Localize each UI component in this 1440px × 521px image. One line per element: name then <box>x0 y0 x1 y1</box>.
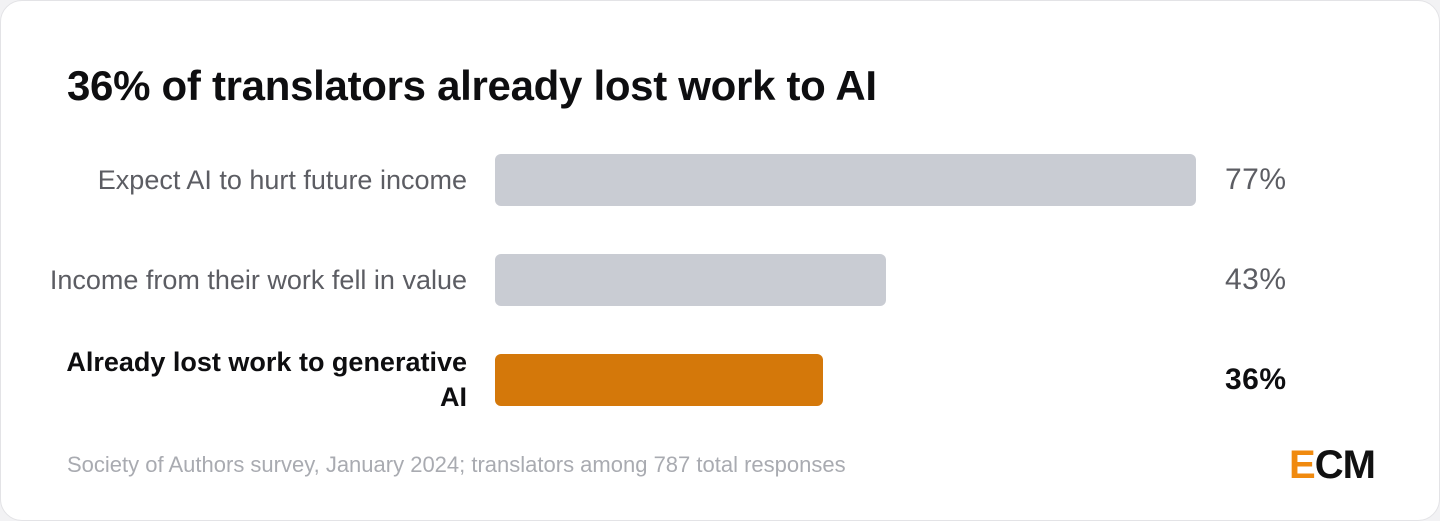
bar-row: Already lost work to generative AI 36% <box>1 342 1439 418</box>
logo-rest: CM <box>1314 443 1376 487</box>
logo-accent-letter: E <box>1289 443 1316 487</box>
bar-value-label: 77% <box>1225 163 1287 196</box>
bar-row: Expect AI to hurt future income 77% <box>1 142 1439 218</box>
bar-category-label: Expect AI to hurt future income <box>97 164 467 195</box>
bar-track <box>495 254 1405 306</box>
bar-value-label: 43% <box>1225 263 1287 296</box>
bar <box>495 354 823 406</box>
source-note: Society of Authors survey, January 2024;… <box>67 452 846 477</box>
chart-title: 36% of translators already lost work to … <box>67 62 877 109</box>
ecm-logo: ECM <box>1289 443 1376 487</box>
bar-row: Income from their work fell in value 43% <box>1 242 1439 318</box>
bar-value-label: 36% <box>1225 363 1287 396</box>
bar-track <box>495 354 1405 406</box>
bar-category-label: Already lost work to generative AI <box>66 347 467 412</box>
bar-category-label: Income from their work fell in value <box>49 264 467 295</box>
bar <box>495 254 886 306</box>
bar <box>495 154 1196 206</box>
bar-track <box>495 154 1405 206</box>
